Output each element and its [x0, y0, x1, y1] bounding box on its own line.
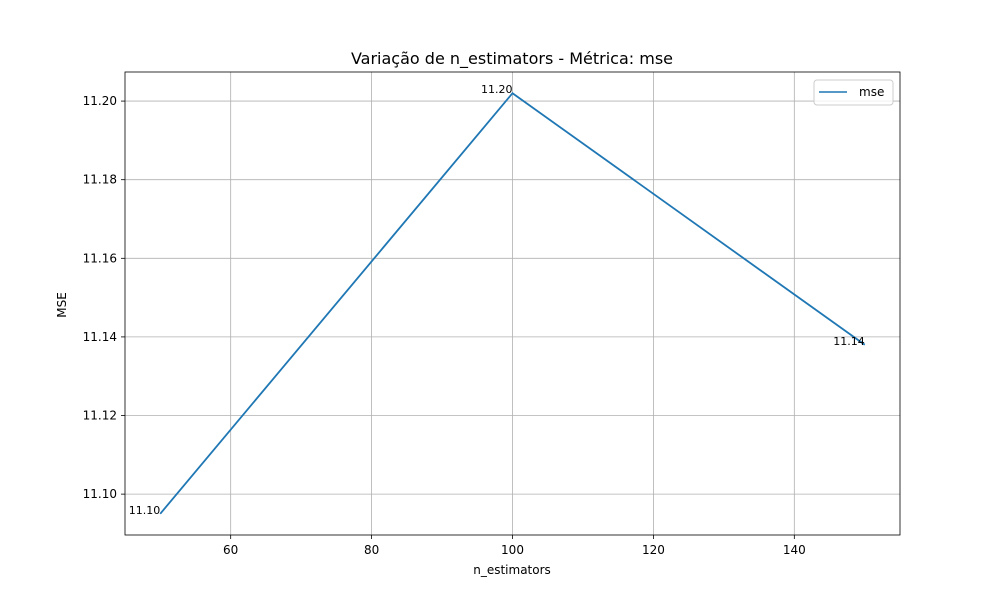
y-tick-label: 11.14 [83, 330, 117, 344]
y-tick-label: 11.20 [83, 94, 117, 108]
legend: mse [813, 79, 894, 106]
y-tick-label: 11.16 [83, 251, 117, 265]
y-axis-label: MSE [55, 292, 69, 318]
legend-label-mse: mse [859, 85, 884, 99]
x-tick-label: 80 [364, 543, 379, 557]
data-label: 11.14 [833, 335, 865, 348]
y-tick-label: 11.12 [83, 409, 117, 423]
x-tick-label: 120 [642, 543, 665, 557]
data-label: 11.20 [481, 83, 513, 96]
legend-box [813, 79, 894, 106]
grid-lines [125, 72, 900, 535]
x-axis-ticks: 60 80 100 120 140 [223, 535, 806, 557]
x-tick-label: 100 [501, 543, 524, 557]
x-tick-label: 60 [223, 543, 238, 557]
chart-title: Variação de n_estimators - Métrica: mse [351, 49, 673, 69]
y-axis-ticks: 11.10 11.12 11.14 11.16 11.18 11.20 [83, 94, 125, 501]
data-label: 11.10 [129, 504, 161, 517]
x-tick-label: 140 [783, 543, 806, 557]
y-tick-label: 11.10 [83, 487, 117, 501]
series-line-mse [159, 92, 866, 515]
x-axis-label: n_estimators [473, 563, 551, 577]
data-labels: 11.10 11.20 11.14 [129, 83, 865, 517]
y-tick-label: 11.18 [83, 173, 117, 187]
series-layer [159, 92, 866, 515]
